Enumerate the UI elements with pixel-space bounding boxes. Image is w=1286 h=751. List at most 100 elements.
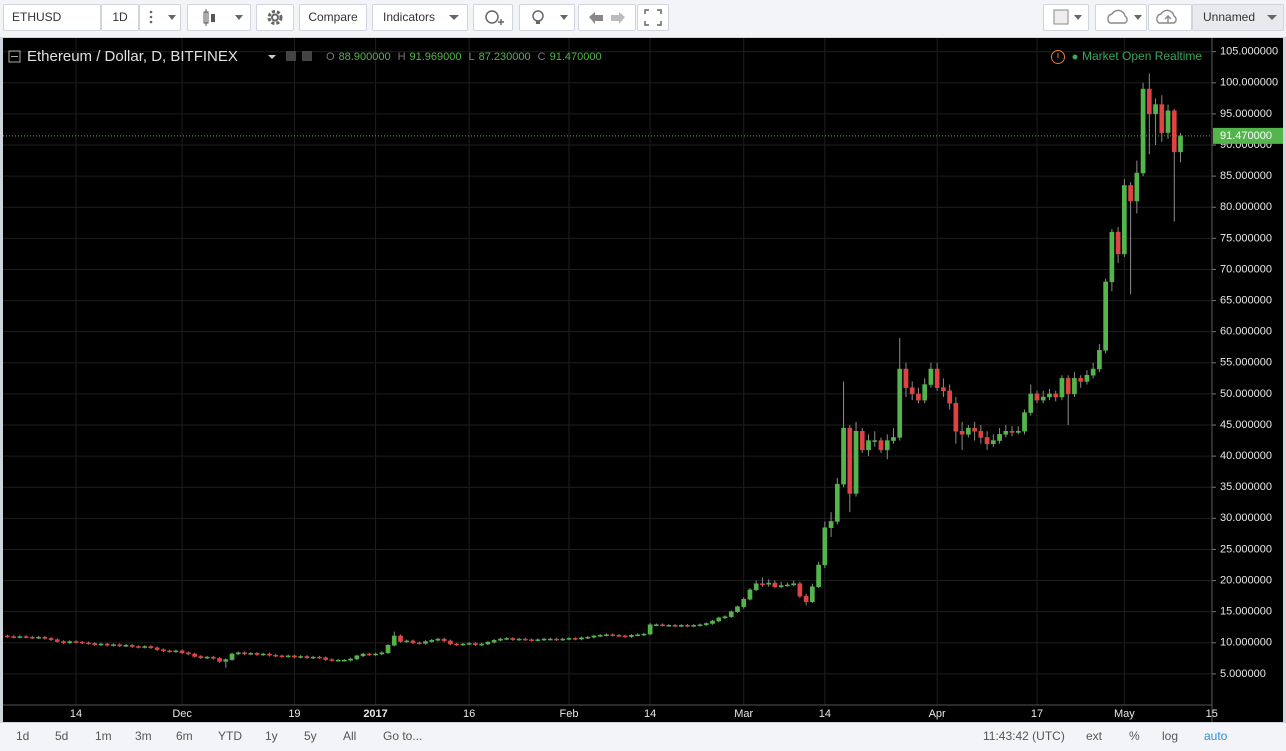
title-caret[interactable] bbox=[268, 55, 276, 59]
y-tick-label: 65.000000 bbox=[1220, 294, 1272, 306]
save-button[interactable] bbox=[1148, 4, 1192, 31]
candle-body bbox=[79, 641, 85, 644]
candle-body bbox=[148, 646, 154, 649]
candle-body bbox=[142, 646, 148, 648]
chart-style-button[interactable] bbox=[187, 4, 251, 31]
range-button[interactable]: 1y bbox=[265, 729, 278, 743]
candle-body bbox=[797, 583, 803, 597]
candle-body bbox=[735, 606, 740, 612]
candle-body bbox=[167, 650, 172, 653]
drawing-toggle[interactable] bbox=[1043, 4, 1089, 31]
axis-option[interactable]: log bbox=[1162, 729, 1179, 743]
candle-body bbox=[535, 639, 541, 641]
candle-body bbox=[666, 625, 672, 627]
candle-body bbox=[154, 647, 160, 650]
candle-body bbox=[766, 582, 772, 585]
range-button[interactable]: 5y bbox=[304, 729, 317, 743]
candle-body bbox=[841, 427, 846, 485]
candle-body bbox=[354, 655, 360, 660]
candle-body bbox=[473, 643, 478, 645]
x-tick-label: 19 bbox=[288, 708, 300, 720]
candle-body bbox=[1165, 110, 1171, 133]
clock: 11:43:42 (UTC) bbox=[983, 729, 1065, 743]
candle-body bbox=[104, 643, 110, 646]
layout-button[interactable]: Unnamed bbox=[1192, 4, 1284, 31]
interval-menu[interactable] bbox=[139, 4, 181, 31]
candle-body bbox=[23, 636, 29, 638]
candle-body bbox=[878, 440, 884, 451]
candle-body bbox=[716, 617, 722, 622]
candle-body bbox=[610, 634, 616, 636]
candle-body bbox=[1034, 393, 1040, 401]
candle-body bbox=[591, 635, 597, 638]
alert-button[interactable] bbox=[473, 4, 513, 31]
cloud-icon bbox=[1107, 9, 1142, 24]
candle-body bbox=[572, 638, 578, 640]
candle-body bbox=[186, 652, 191, 655]
candle-body bbox=[348, 658, 353, 661]
candle-body bbox=[504, 638, 509, 640]
fullscreen-button[interactable] bbox=[637, 4, 669, 31]
range-button[interactable]: 6m bbox=[176, 729, 193, 743]
symbol-input[interactable]: ETHUSD bbox=[3, 4, 101, 31]
axis-option[interactable]: % bbox=[1129, 729, 1140, 743]
candle-body bbox=[136, 646, 141, 648]
candle-body bbox=[223, 659, 229, 662]
range-button[interactable]: 5d bbox=[55, 729, 69, 743]
ohlc-key: H bbox=[398, 51, 406, 63]
settings-button[interactable] bbox=[256, 4, 294, 31]
axis-option[interactable]: auto bbox=[1204, 729, 1228, 743]
candle-body bbox=[947, 390, 952, 404]
candle-body bbox=[479, 643, 484, 646]
candle-body bbox=[385, 645, 391, 653]
range-button[interactable]: YTD bbox=[218, 729, 242, 743]
undo-redo[interactable] bbox=[578, 4, 636, 31]
candle-body bbox=[966, 427, 971, 435]
candle-body bbox=[17, 636, 23, 638]
candle-body bbox=[360, 653, 366, 657]
range-button[interactable]: 3m bbox=[135, 729, 152, 743]
y-tick-label: 85.000000 bbox=[1220, 170, 1272, 182]
axis-option[interactable]: ext bbox=[1086, 729, 1103, 743]
candle-body bbox=[111, 644, 116, 646]
y-tick-label: 30.000000 bbox=[1220, 512, 1272, 524]
candle-body bbox=[92, 643, 98, 645]
candle-body bbox=[654, 624, 659, 626]
interval-button[interactable]: 1D bbox=[101, 4, 139, 31]
candle-body bbox=[822, 527, 828, 566]
collapse-icon[interactable] bbox=[8, 50, 21, 63]
y-tick-label: 40.000000 bbox=[1220, 450, 1272, 462]
candle-body bbox=[791, 583, 796, 586]
candle-body bbox=[997, 434, 1002, 441]
candle-body bbox=[54, 639, 60, 642]
status-icon bbox=[1051, 50, 1065, 64]
candle-body bbox=[1103, 281, 1108, 351]
candle-body bbox=[1109, 231, 1115, 283]
ohlc-value: 91.969000 bbox=[410, 51, 462, 63]
indicators-button[interactable]: Indicators bbox=[372, 4, 468, 31]
candle-body bbox=[984, 437, 990, 444]
y-tick-label: 45.000000 bbox=[1220, 419, 1272, 431]
candle-body bbox=[416, 642, 422, 645]
candle-body bbox=[179, 650, 185, 653]
load-button[interactable] bbox=[1095, 4, 1147, 31]
alert-icon bbox=[485, 10, 504, 25]
candle-icon bbox=[203, 9, 243, 26]
candle-body bbox=[1065, 378, 1071, 395]
candle-body bbox=[510, 638, 516, 640]
candle-body bbox=[778, 585, 784, 588]
candle-body bbox=[834, 483, 840, 522]
candle-body bbox=[922, 384, 928, 401]
range-button[interactable]: 1m bbox=[95, 729, 112, 743]
ideas-button[interactable] bbox=[519, 4, 575, 31]
bulb-icon bbox=[532, 10, 568, 24]
range-button[interactable]: All bbox=[343, 729, 357, 743]
candle-body bbox=[772, 582, 778, 588]
goto-button[interactable]: Go to... bbox=[383, 729, 423, 743]
candle-body bbox=[1022, 412, 1027, 432]
range-button[interactable]: 1d bbox=[16, 729, 30, 743]
candle-body bbox=[516, 638, 522, 641]
compare-button[interactable]: Compare bbox=[299, 4, 367, 31]
candle-body bbox=[192, 653, 197, 657]
